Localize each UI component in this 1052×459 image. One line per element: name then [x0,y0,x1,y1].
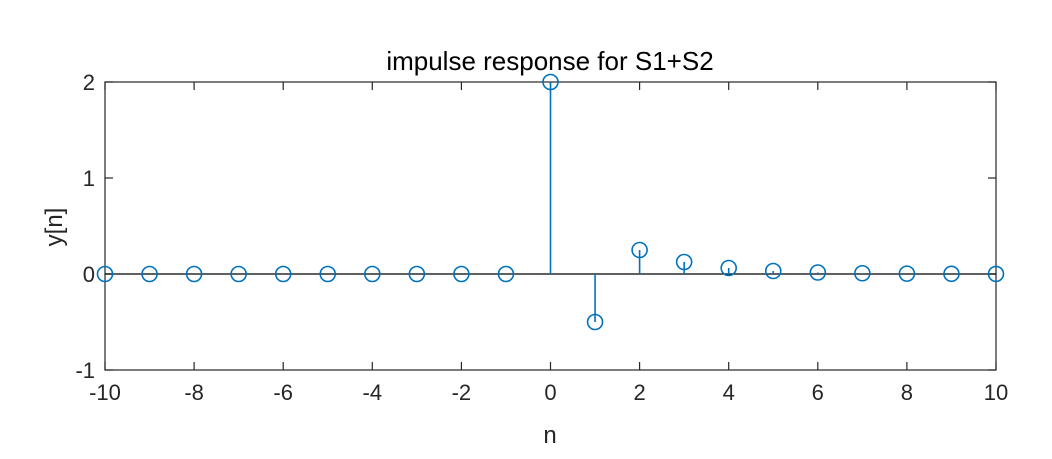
stem-marker [141,265,158,283]
stem-marker [96,265,114,283]
stem-marker [809,264,827,281]
chart-title: impulse response for S1+S2 [386,46,713,76]
stem-point [675,253,693,274]
stem-marker [274,265,292,283]
y-tick-label: 2 [83,70,95,95]
stem-point [274,265,292,283]
stem-point [854,264,871,282]
stem-marker [631,241,648,259]
stem-marker [319,265,337,283]
x-tick-label: -8 [184,380,204,405]
stem-point [809,264,827,281]
stem-marker [542,73,559,91]
y-axis-title: y[n] [41,208,68,247]
stem-marker [408,265,426,283]
plot-area [96,73,1005,371]
y-tick-label: 1 [83,166,95,191]
stem-point [96,265,114,283]
x-tick-label: -2 [452,380,472,405]
x-tick-label: 8 [901,380,913,405]
x-tick-label: 4 [723,380,735,405]
stem-point [497,265,515,283]
stem-marker [185,265,203,283]
stem-marker [675,253,693,271]
stem-point [764,262,782,280]
stem-marker [363,265,381,283]
x-axis-title: n [543,422,556,449]
stem-point [185,265,203,283]
stem-marker [720,259,738,277]
x-tick-label: 2 [633,380,645,405]
stem-point [141,265,158,283]
x-tick-label: 6 [812,380,824,405]
stem-point [408,265,426,283]
stem-point [542,73,559,274]
stem-marker [230,265,247,283]
stem-marker [943,265,960,283]
stem-point [898,265,916,282]
stem-point [586,274,604,331]
stem-point [230,265,247,283]
stem-series [96,73,1005,331]
stem-marker [854,264,871,282]
stem-point [631,241,648,274]
y-tick-label: 0 [83,262,95,287]
stem-marker [898,265,916,282]
x-tick-label: 10 [984,380,1008,405]
stem-point [319,265,337,283]
stem-point [720,259,738,277]
x-tick-label: -4 [363,380,383,405]
y-tick-label: -1 [75,358,95,383]
x-tick-label: 0 [544,380,556,405]
stem-marker [987,265,1005,283]
stem-point [363,265,381,283]
x-tick-label: -10 [89,380,121,405]
x-tick-label: -6 [273,380,293,405]
stem-marker [497,265,515,283]
stem-marker [586,313,604,331]
stem-marker [764,262,782,280]
stem-point [453,265,470,283]
stem-point [943,265,960,283]
stem-point [987,265,1005,283]
stem-marker [453,265,470,283]
